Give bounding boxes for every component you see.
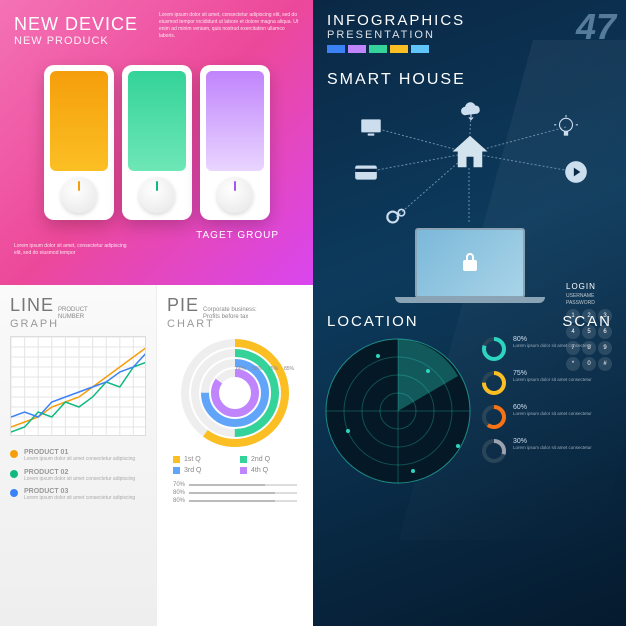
pie-big: PIE xyxy=(167,295,199,316)
login-username: USERNAME xyxy=(566,293,612,299)
dial-2[interactable]: .phone:nth-child(2) .dial::after{backgro… xyxy=(139,177,175,213)
charts-row: LINE PRODUCTNUMBER GRAPH PRODUCT 01Lorem… xyxy=(0,285,313,626)
infographics-subtitle: PRESENTATION xyxy=(327,29,612,41)
donut-pct-labels: 60%50%75%85% xyxy=(236,366,294,372)
infographics-title: INFOGRAPHICS xyxy=(327,12,612,29)
line-chart xyxy=(10,336,146,436)
legend-item: 3rd Q xyxy=(173,467,230,474)
target-group-label: TAGET GROUP xyxy=(14,230,299,241)
gears-icon xyxy=(382,203,410,231)
phone-row: .phone:nth-child(1) .dial::after{backgro… xyxy=(14,65,299,220)
legend-item: 1st Q xyxy=(173,456,230,463)
legend-item: 4th Q xyxy=(240,467,297,474)
scan-row: 75%Lorem ipsum dolor sit amet consectetu… xyxy=(481,370,616,396)
scan-row: 60%Lorem ipsum dolor sit amet consectetu… xyxy=(481,404,616,430)
login-title: LOGIN xyxy=(566,282,612,291)
scan-title: SCAN xyxy=(562,313,612,330)
login-password: PASSWORD xyxy=(566,300,612,306)
line-small: PRODUCTNUMBER xyxy=(58,307,88,320)
scan-list: 80%Lorem ipsum dolor sit amet consectetu… xyxy=(481,336,616,486)
line-big: LINE xyxy=(10,295,54,316)
device-panel: NEW DEVICE NEW PRODUCK Lorem ipsum dolor… xyxy=(0,0,313,285)
phone-3: .phone:nth-child(3) .dial::after{backgro… xyxy=(200,65,270,220)
pie-chart-panel: PIE Corporate business:Profits before ta… xyxy=(157,285,313,626)
radar xyxy=(323,336,473,486)
pie-bars: 70%80%80% xyxy=(167,482,303,504)
house-icon xyxy=(449,130,491,177)
location-title: LOCATION xyxy=(327,313,419,330)
phone-2: .phone:nth-child(2) .dial::after{backgro… xyxy=(122,65,192,220)
left-column: NEW DEVICE NEW PRODUCK Lorem ipsum dolor… xyxy=(0,0,313,626)
scan-row: 30%Lorem ipsum dolor sit amet consectetu… xyxy=(481,438,616,464)
laptop xyxy=(395,228,545,303)
right-column: INFOGRAPHICS PRESENTATION 47 SMART HOUSE… xyxy=(313,0,626,626)
infographics-number: 47 xyxy=(576,6,616,48)
cloud-icon xyxy=(457,98,485,126)
legend-item: 2nd Q xyxy=(240,456,297,463)
color-bar xyxy=(327,45,612,53)
product-list: PRODUCT 01Lorem ipsum dolor sit amet con… xyxy=(10,449,146,502)
play-icon xyxy=(562,158,590,186)
bulb-icon xyxy=(552,113,580,141)
line-chart-panel: LINE PRODUCTNUMBER GRAPH PRODUCT 01Lorem… xyxy=(0,285,157,626)
pie-legend: 1st Q 2nd Q 3rd Q 4th Q xyxy=(167,456,303,474)
tv-icon xyxy=(357,113,385,141)
right-header: INFOGRAPHICS PRESENTATION 47 xyxy=(313,0,626,57)
device-lorem: Lorem ipsum dolor sit amet, consectetur … xyxy=(159,12,299,40)
smart-house-diagram xyxy=(327,93,612,228)
card-icon xyxy=(352,158,380,186)
phone-1: .phone:nth-child(1) .dial::after{backgro… xyxy=(44,65,114,220)
donut-chart: 60%50%75%85% xyxy=(180,338,290,448)
product-row: PRODUCT 03Lorem ipsum dolor sit amet con… xyxy=(10,488,146,502)
device-bottom-lorem: Lorem ipsum dolor sit amet, consectetur … xyxy=(14,243,134,257)
product-row: PRODUCT 02Lorem ipsum dolor sit amet con… xyxy=(10,469,146,483)
scan-row: 80%Lorem ipsum dolor sit amet consectetu… xyxy=(481,336,616,362)
smart-house-title: SMART HOUSE xyxy=(327,71,612,89)
lock-icon xyxy=(458,251,482,275)
product-row: PRODUCT 01Lorem ipsum dolor sit amet con… xyxy=(10,449,146,463)
dial-3[interactable]: .phone:nth-child(3) .dial::after{backgro… xyxy=(217,177,253,213)
dial-1[interactable]: .phone:nth-child(1) .dial::after{backgro… xyxy=(61,177,97,213)
